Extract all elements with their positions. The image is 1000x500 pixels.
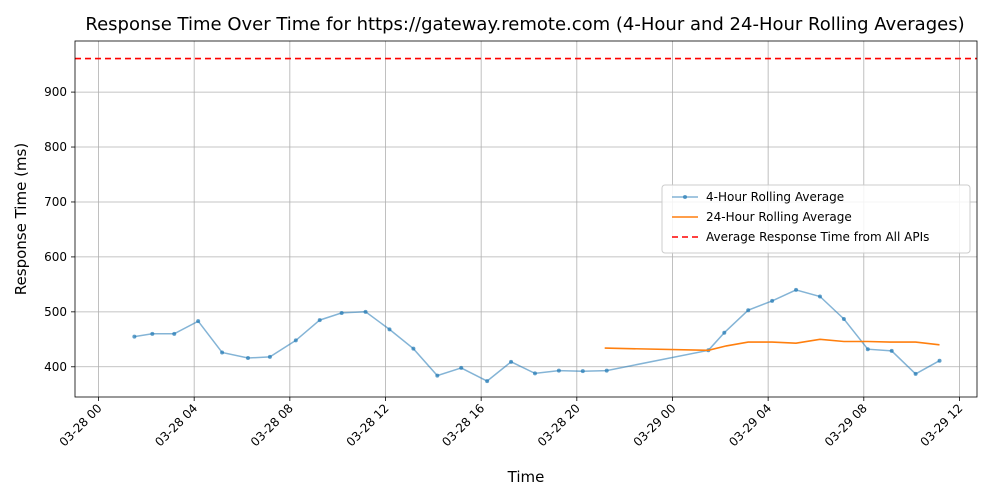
y-tick-label: 500 — [44, 305, 67, 319]
y-tick-label: 400 — [44, 360, 67, 374]
four-hour-average-point — [172, 331, 177, 336]
four-hour-average-point — [817, 294, 822, 299]
four-hour-average-line — [134, 289, 940, 382]
legend-label: 24-Hour Rolling Average — [706, 210, 852, 224]
four-hour-average-point — [485, 379, 490, 384]
x-axis-label: Time — [507, 468, 545, 486]
four-hour-average-point — [459, 365, 464, 370]
y-axis-label: Response Time (ms) — [12, 143, 30, 295]
four-hour-average-point — [794, 287, 799, 292]
legend: 4-Hour Rolling Average 24-Hour Rolling Av… — [661, 184, 971, 254]
four-hour-average-point — [196, 319, 201, 324]
legend-label: Average Response Time from All APIs — [706, 230, 929, 244]
plot-area-frame — [74, 40, 978, 398]
four-hour-average-point — [532, 371, 537, 376]
four-hour-average-point — [435, 373, 440, 378]
four-hour-average-point — [841, 316, 846, 321]
four-hour-average-point — [411, 346, 416, 351]
four-hour-average-point — [363, 309, 368, 314]
four-hour-average-point — [387, 327, 392, 332]
four-hour-average-point — [937, 358, 942, 363]
four-hour-average-point — [245, 355, 250, 360]
four-hour-average-point — [722, 330, 727, 335]
four-hour-average-point — [913, 371, 918, 376]
four-hour-average-point — [339, 310, 344, 315]
four-hour-average-point — [509, 359, 514, 364]
four-hour-average-point — [889, 348, 894, 353]
four-hour-average-point — [604, 368, 609, 373]
y-tick-label: 700 — [44, 195, 67, 209]
legend-swatch-marker — [683, 195, 687, 199]
four-hour-average-point — [770, 298, 775, 303]
twenty-four-hour-average-line — [604, 338, 940, 352]
y-tick-label: 600 — [44, 250, 67, 264]
four-hour-average-point — [746, 308, 751, 313]
four-hour-average-point — [267, 354, 272, 359]
chart-title: Response Time Over Time for https://gate… — [85, 14, 964, 35]
legend-label: 4-Hour Rolling Average — [706, 190, 844, 204]
y-tick-label: 900 — [44, 85, 67, 99]
four-hour-average-point — [293, 338, 298, 343]
data-layer — [75, 57, 977, 384]
four-hour-average-point — [580, 369, 585, 374]
four-hour-average-point — [220, 350, 225, 355]
legend-box — [661, 184, 971, 254]
four-hour-average-point — [556, 368, 561, 373]
y-tick-label: 800 — [44, 140, 67, 154]
four-hour-average-point — [865, 347, 870, 352]
four-hour-average-point — [317, 318, 322, 323]
four-hour-average-point — [132, 334, 137, 339]
four-hour-average-point — [150, 331, 155, 336]
